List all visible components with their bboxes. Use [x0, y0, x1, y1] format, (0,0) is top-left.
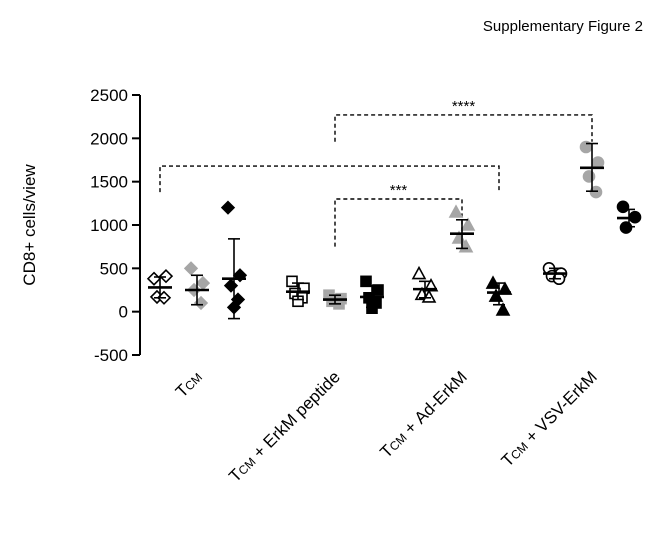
- x-tick-label: TCM: [172, 367, 206, 401]
- significance-label: ***: [390, 182, 408, 199]
- y-tick-label: 1500: [90, 173, 128, 192]
- y-tick-label: 0: [119, 303, 128, 322]
- data-point: [616, 200, 630, 214]
- x-tick-label: TCM + Ad-ErkM: [376, 367, 470, 461]
- data-point: [421, 289, 437, 303]
- x-tick-label: TCM + ErkM peptide: [225, 367, 344, 486]
- significance-brackets: *******: [159, 98, 593, 247]
- data-point: [183, 261, 199, 276]
- y-tick-label: 500: [100, 259, 128, 278]
- data-point: [158, 269, 174, 284]
- data-point: [589, 185, 603, 199]
- series-3-1: [579, 140, 605, 199]
- series-0-1: [183, 261, 211, 311]
- figure-caption: Supplementary Figure 2: [482, 18, 643, 35]
- data-point: [360, 275, 372, 288]
- data-point: [495, 302, 511, 316]
- series-1-0: [286, 275, 310, 308]
- x-label-rest: + VSV-ErkM: [518, 367, 601, 450]
- bracket-line: [334, 198, 463, 247]
- data-point: [460, 217, 476, 231]
- data-point: [223, 278, 239, 293]
- series-3-2: [616, 200, 642, 234]
- series-2-2: [485, 275, 513, 316]
- y-tick-label: 2500: [90, 86, 128, 105]
- bracket-line: [334, 114, 593, 142]
- y-tick-label: 2000: [90, 129, 128, 148]
- significance-bracket: [159, 165, 500, 193]
- data-points: [146, 140, 642, 320]
- y-axis: -500 0 500 1000 1500 2000 2500: [90, 86, 141, 365]
- y-axis-label: CD8+ cells/view: [20, 164, 39, 286]
- series-1-1: [323, 289, 347, 310]
- data-point: [146, 271, 162, 286]
- series-2-1: [448, 204, 476, 253]
- data-point: [582, 170, 596, 183]
- x-label-rest: + ErkM peptide: [246, 367, 344, 465]
- series-1-2: [360, 275, 384, 315]
- data-point: [411, 265, 427, 280]
- data-point: [448, 204, 464, 218]
- data-point: [195, 275, 211, 291]
- data-point: [619, 221, 633, 234]
- data-point: [220, 200, 236, 215]
- bracket-line: [159, 165, 500, 193]
- significance-bracket: ****: [334, 98, 593, 142]
- x-tick-label: TCM + VSV-ErkM: [498, 367, 601, 470]
- x-label-rest: + Ad-ErkM: [397, 367, 471, 441]
- x-axis-labels: TCM TCM + ErkM peptide TCM + Ad-ErkM TCM + …: [172, 367, 601, 486]
- significance-label: ****: [452, 98, 476, 115]
- series-2-0: [411, 265, 439, 303]
- series-0-2: [220, 200, 248, 320]
- data-point: [286, 275, 298, 288]
- y-tick-label: -500: [94, 346, 128, 365]
- data-point: [591, 156, 605, 169]
- y-tick-label: 1000: [90, 216, 128, 235]
- series-0-0: [146, 269, 174, 305]
- series-3-0: [542, 262, 568, 286]
- significance-bracket: ***: [334, 182, 463, 247]
